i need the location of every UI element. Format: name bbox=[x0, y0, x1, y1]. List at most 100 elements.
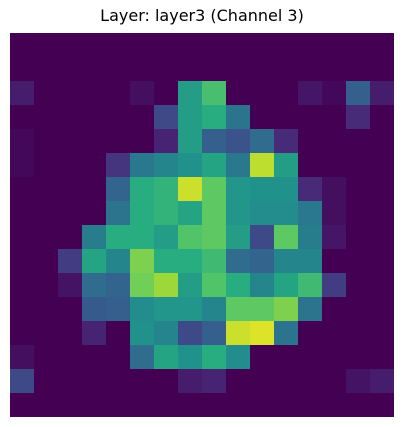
heatmap-cell-r12-c13 bbox=[322, 321, 347, 346]
heatmap-cell-r9-c2 bbox=[58, 249, 83, 274]
heatmap-cell-r10-c14 bbox=[346, 273, 371, 298]
heatmap-cell-r9-c3 bbox=[82, 249, 107, 274]
heatmap-cell-r7-c11 bbox=[274, 201, 299, 226]
heatmap-cell-r8-c9 bbox=[226, 225, 251, 250]
heatmap-cell-r13-c14 bbox=[346, 345, 371, 370]
heatmap-cell-r1-c6 bbox=[154, 57, 179, 82]
heatmap-cell-r3-c9 bbox=[226, 105, 251, 130]
heatmap-cell-r6-c15 bbox=[370, 177, 394, 202]
heatmap-cell-r12-c4 bbox=[106, 321, 131, 346]
heatmap-cell-r0-c7 bbox=[178, 33, 203, 58]
heatmap-cell-r11-c7 bbox=[178, 297, 203, 322]
heatmap-cell-r6-c3 bbox=[82, 177, 107, 202]
heatmap-cell-r10-c12 bbox=[298, 273, 323, 298]
heatmap-cell-r15-c7 bbox=[178, 393, 203, 417]
heatmap-cell-r1-c8 bbox=[202, 57, 227, 82]
heatmap-cell-r0-c3 bbox=[82, 33, 107, 58]
heatmap-cell-r2-c6 bbox=[154, 81, 179, 106]
heatmap-cell-r0-c14 bbox=[346, 33, 371, 58]
heatmap-cell-r6-c6 bbox=[154, 177, 179, 202]
heatmap-cell-r14-c6 bbox=[154, 369, 179, 394]
heatmap-cell-r13-c2 bbox=[58, 345, 83, 370]
heatmap-cell-r10-c10 bbox=[250, 273, 275, 298]
heatmap-cell-r7-c1 bbox=[34, 201, 59, 226]
heatmap-cell-r14-c13 bbox=[322, 369, 347, 394]
heatmap-cell-r12-c14 bbox=[346, 321, 371, 346]
heatmap-cell-r9-c15 bbox=[370, 249, 394, 274]
heatmap-cell-r12-c9 bbox=[226, 321, 251, 346]
heatmap-cell-r6-c7 bbox=[178, 177, 203, 202]
heatmap-cell-r2-c2 bbox=[58, 81, 83, 106]
heatmap-cell-r1-c1 bbox=[34, 57, 59, 82]
heatmap-cell-r11-c9 bbox=[226, 297, 251, 322]
heatmap-cell-r15-c0 bbox=[10, 393, 35, 417]
heatmap-cell-r12-c10 bbox=[250, 321, 275, 346]
heatmap-cell-r4-c6 bbox=[154, 129, 179, 154]
heatmap-cell-r6-c2 bbox=[58, 177, 83, 202]
heatmap-cell-r8-c7 bbox=[178, 225, 203, 250]
heatmap-cell-r11-c15 bbox=[370, 297, 394, 322]
heatmap-cell-r7-c8 bbox=[202, 201, 227, 226]
heatmap-cell-r7-c3 bbox=[82, 201, 107, 226]
heatmap-cell-r8-c11 bbox=[274, 225, 299, 250]
heatmap-cell-r8-c1 bbox=[34, 225, 59, 250]
heatmap-cell-r6-c14 bbox=[346, 177, 371, 202]
heatmap-cell-r7-c9 bbox=[226, 201, 251, 226]
heatmap-cell-r0-c15 bbox=[370, 33, 394, 58]
heatmap-cell-r7-c14 bbox=[346, 201, 371, 226]
heatmap-cell-r14-c1 bbox=[34, 369, 59, 394]
heatmap-cell-r8-c8 bbox=[202, 225, 227, 250]
heatmap-cell-r10-c2 bbox=[58, 273, 83, 298]
heatmap-cell-r14-c7 bbox=[178, 369, 203, 394]
heatmap-cell-r0-c5 bbox=[130, 33, 155, 58]
heatmap-cell-r0-c6 bbox=[154, 33, 179, 58]
heatmap-cell-r2-c12 bbox=[298, 81, 323, 106]
heatmap-cell-r14-c8 bbox=[202, 369, 227, 394]
heatmap-cell-r4-c8 bbox=[202, 129, 227, 154]
heatmap-cell-r5-c3 bbox=[82, 153, 107, 178]
heatmap-cell-r13-c11 bbox=[274, 345, 299, 370]
heatmap-cell-r4-c0 bbox=[10, 129, 35, 154]
heatmap-cell-r13-c0 bbox=[10, 345, 35, 370]
heatmap-cell-r3-c12 bbox=[298, 105, 323, 130]
heatmap-cell-r5-c13 bbox=[322, 153, 347, 178]
heatmap-cell-r15-c11 bbox=[274, 393, 299, 417]
heatmap-cell-r3-c0 bbox=[10, 105, 35, 130]
heatmap-cell-r15-c13 bbox=[322, 393, 347, 417]
heatmap-cell-r11-c1 bbox=[34, 297, 59, 322]
heatmap-cell-r6-c10 bbox=[250, 177, 275, 202]
heatmap bbox=[10, 33, 394, 417]
heatmap-cell-r11-c14 bbox=[346, 297, 371, 322]
heatmap-cell-r15-c2 bbox=[58, 393, 83, 417]
heatmap-cell-r7-c7 bbox=[178, 201, 203, 226]
heatmap-cell-r9-c11 bbox=[274, 249, 299, 274]
heatmap-cell-r3-c11 bbox=[274, 105, 299, 130]
heatmap-cell-r15-c3 bbox=[82, 393, 107, 417]
heatmap-cell-r6-c5 bbox=[130, 177, 155, 202]
heatmap-cell-r11-c10 bbox=[250, 297, 275, 322]
heatmap-cell-r11-c0 bbox=[10, 297, 35, 322]
heatmap-cell-r4-c4 bbox=[106, 129, 131, 154]
heatmap-cell-r0-c4 bbox=[106, 33, 131, 58]
heatmap-cell-r14-c2 bbox=[58, 369, 83, 394]
heatmap-cell-r11-c3 bbox=[82, 297, 107, 322]
heatmap-cell-r14-c3 bbox=[82, 369, 107, 394]
heatmap-cell-r14-c10 bbox=[250, 369, 275, 394]
heatmap-cell-r5-c12 bbox=[298, 153, 323, 178]
heatmap-cell-r10-c1 bbox=[34, 273, 59, 298]
heatmap-cell-r8-c13 bbox=[322, 225, 347, 250]
heatmap-cell-r5-c7 bbox=[178, 153, 203, 178]
heatmap-cell-r4-c3 bbox=[82, 129, 107, 154]
heatmap-cell-r3-c15 bbox=[370, 105, 394, 130]
heatmap-cell-r8-c2 bbox=[58, 225, 83, 250]
heatmap-cell-r8-c14 bbox=[346, 225, 371, 250]
heatmap-cell-r5-c1 bbox=[34, 153, 59, 178]
heatmap-cell-r1-c2 bbox=[58, 57, 83, 82]
heatmap-cell-r12-c12 bbox=[298, 321, 323, 346]
heatmap-cell-r0-c11 bbox=[274, 33, 299, 58]
heatmap-cell-r6-c12 bbox=[298, 177, 323, 202]
heatmap-cell-r1-c5 bbox=[130, 57, 155, 82]
heatmap-cell-r12-c1 bbox=[34, 321, 59, 346]
heatmap-cell-r13-c5 bbox=[130, 345, 155, 370]
heatmap-cell-r0-c2 bbox=[58, 33, 83, 58]
